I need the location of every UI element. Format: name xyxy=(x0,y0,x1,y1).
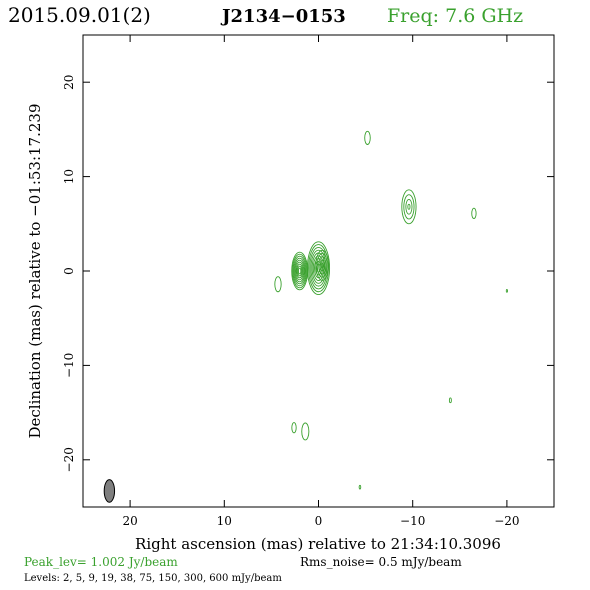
y-tick-label: 10 xyxy=(62,169,76,184)
contour-line xyxy=(407,203,411,210)
axis-ticks xyxy=(83,35,554,507)
contour-line xyxy=(319,259,326,272)
beam-ellipse xyxy=(103,479,116,503)
contour-line xyxy=(320,262,324,269)
y-tick-label: −10 xyxy=(62,353,76,378)
y-tick-label: −20 xyxy=(62,447,76,472)
contour-group-knot-c xyxy=(471,207,477,220)
x-tick-label: 10 xyxy=(217,514,232,528)
contour-line xyxy=(301,422,310,441)
contour-layer xyxy=(274,130,508,490)
peak-level: Peak_lev= 1.002 Jy/beam xyxy=(24,555,178,569)
contour-group-knot-h xyxy=(505,288,508,293)
contour-line xyxy=(405,199,413,215)
contour-line xyxy=(358,484,362,490)
observation-date: 2015.09.01(2) xyxy=(8,3,151,27)
contour-line xyxy=(297,265,303,277)
contour-group-feature-sw xyxy=(274,276,282,293)
y-tick-label: 0 xyxy=(62,267,76,275)
x-axis-title: Right ascension (mas) relative to 21:34:… xyxy=(135,535,501,553)
x-tick-label: 20 xyxy=(122,514,137,528)
y-tick-label: 20 xyxy=(62,75,76,90)
contour-line xyxy=(312,255,325,281)
plot-frame xyxy=(82,34,555,508)
contour-line xyxy=(306,241,331,295)
contour-group-knot-d xyxy=(301,422,310,441)
contour-line xyxy=(298,267,302,275)
y-axis-title: Declination (mas) relative to −01:53:17.… xyxy=(26,103,44,438)
x-tick-label: 0 xyxy=(315,514,323,528)
contour-line xyxy=(291,422,297,434)
contour-line xyxy=(364,130,371,145)
frequency-label: Freq: 7.6 GHz xyxy=(387,5,523,27)
contour-group-core-east xyxy=(291,251,309,291)
contour-line xyxy=(315,249,330,281)
contour-line xyxy=(296,263,303,279)
contour-line xyxy=(401,189,417,225)
contour-line xyxy=(293,257,306,285)
contour-line xyxy=(294,259,305,283)
tick-labels: 20 10 0 −10 −20 20 10 0 −10 −20 xyxy=(62,75,520,528)
contour-group-knot-e xyxy=(291,422,297,434)
contour-group-jet-knot xyxy=(315,249,330,281)
contour-group-knot-g xyxy=(358,484,362,490)
rms-noise: Rms_noise= 0.5 mJy/beam xyxy=(300,555,462,569)
contour-line xyxy=(316,253,328,278)
x-tick-label: −20 xyxy=(494,514,519,528)
contour-line xyxy=(471,207,477,220)
contour-levels: Levels: 2, 5, 9, 19, 38, 75, 150, 300, 6… xyxy=(24,573,282,584)
contour-line xyxy=(292,255,307,287)
x-tick-label: −10 xyxy=(400,514,425,528)
contour-line xyxy=(505,288,508,293)
contour-line xyxy=(318,256,327,275)
contour-group-knot-f xyxy=(448,397,452,404)
contour-group-knot-a xyxy=(401,189,417,225)
contour-line xyxy=(274,276,282,293)
contour-group-knot-b xyxy=(364,130,371,145)
source-name: J2134−0153 xyxy=(220,6,346,27)
contour-line xyxy=(292,253,308,289)
beam-layer xyxy=(103,479,116,503)
contour-line xyxy=(448,397,452,404)
contour-line xyxy=(295,261,304,281)
contour-line xyxy=(403,194,415,220)
